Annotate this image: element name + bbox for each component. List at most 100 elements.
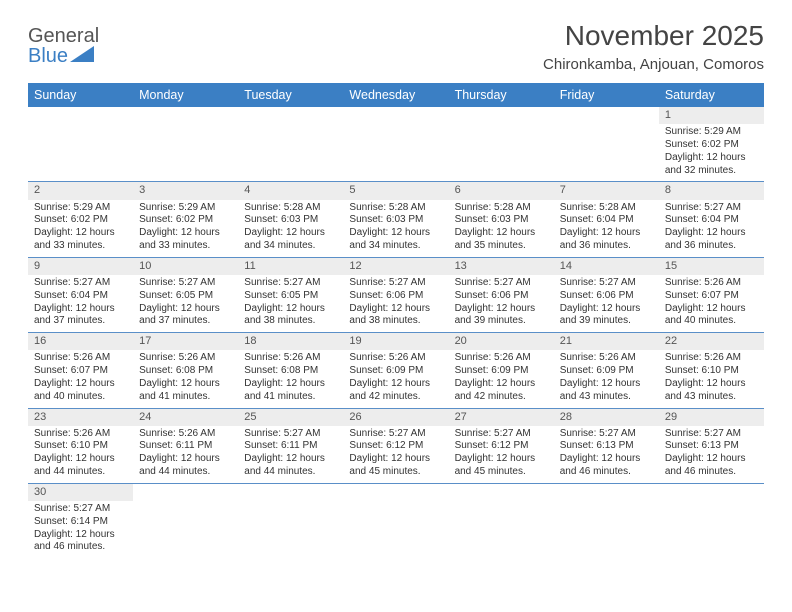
sunrise-line: Sunrise: 5:26 AM [34, 428, 127, 441]
calendar-cell [554, 483, 659, 558]
calendar-cell [28, 107, 133, 182]
calendar-cell: 1Sunrise: 5:29 AMSunset: 6:02 PMDaylight… [659, 107, 764, 182]
brand-name: General Blue [28, 26, 99, 66]
day-number: 28 [554, 409, 659, 426]
day-number: 26 [343, 409, 448, 426]
sunset-line: Sunset: 6:05 PM [139, 290, 232, 303]
sunset-line: Sunset: 6:12 PM [349, 440, 442, 453]
calendar-cell: 5Sunrise: 5:28 AMSunset: 6:03 PMDaylight… [343, 182, 448, 257]
day-details: Sunrise: 5:27 AMSunset: 6:06 PMDaylight:… [449, 275, 554, 332]
day-number: 2 [28, 182, 133, 199]
sunset-line: Sunset: 6:02 PM [665, 139, 758, 152]
sunrise-line: Sunrise: 5:26 AM [349, 352, 442, 365]
daylight-line: Daylight: 12 hours and 39 minutes. [455, 303, 548, 329]
sunset-line: Sunset: 6:10 PM [34, 440, 127, 453]
sunrise-line: Sunrise: 5:27 AM [349, 277, 442, 290]
calendar-cell: 20Sunrise: 5:26 AMSunset: 6:09 PMDayligh… [449, 333, 554, 408]
calendar-cell: 25Sunrise: 5:27 AMSunset: 6:11 PMDayligh… [238, 408, 343, 483]
calendar-cell: 29Sunrise: 5:27 AMSunset: 6:13 PMDayligh… [659, 408, 764, 483]
day-details: Sunrise: 5:27 AMSunset: 6:04 PMDaylight:… [28, 275, 133, 332]
sunrise-line: Sunrise: 5:27 AM [455, 277, 548, 290]
brand-name-part2: Blue [28, 46, 68, 66]
calendar-cell: 17Sunrise: 5:26 AMSunset: 6:08 PMDayligh… [133, 333, 238, 408]
calendar-cell: 8Sunrise: 5:27 AMSunset: 6:04 PMDaylight… [659, 182, 764, 257]
calendar-row: 23Sunrise: 5:26 AMSunset: 6:10 PMDayligh… [28, 408, 764, 483]
daylight-line: Daylight: 12 hours and 41 minutes. [244, 378, 337, 404]
sunset-line: Sunset: 6:13 PM [665, 440, 758, 453]
daylight-line: Daylight: 12 hours and 40 minutes. [34, 378, 127, 404]
sunrise-line: Sunrise: 5:27 AM [665, 202, 758, 215]
day-number: 22 [659, 333, 764, 350]
day-details: Sunrise: 5:27 AMSunset: 6:12 PMDaylight:… [449, 426, 554, 483]
sunset-line: Sunset: 6:11 PM [139, 440, 232, 453]
header: General Blue November 2025 Chironkamba, … [28, 20, 764, 73]
daylight-line: Daylight: 12 hours and 35 minutes. [455, 227, 548, 253]
daylight-line: Daylight: 12 hours and 44 minutes. [244, 453, 337, 479]
sunrise-line: Sunrise: 5:27 AM [34, 277, 127, 290]
sunset-line: Sunset: 6:11 PM [244, 440, 337, 453]
day-number: 8 [659, 182, 764, 199]
day-number: 24 [133, 409, 238, 426]
daylight-line: Daylight: 12 hours and 46 minutes. [34, 529, 127, 555]
sunrise-line: Sunrise: 5:26 AM [244, 352, 337, 365]
calendar-table: SundayMondayTuesdayWednesdayThursdayFrid… [28, 83, 764, 558]
day-number: 13 [449, 258, 554, 275]
day-number: 19 [343, 333, 448, 350]
day-number: 10 [133, 258, 238, 275]
calendar-cell [343, 107, 448, 182]
day-number: 4 [238, 182, 343, 199]
sunrise-line: Sunrise: 5:27 AM [665, 428, 758, 441]
weekday-header: Thursday [449, 83, 554, 107]
calendar-cell [238, 107, 343, 182]
day-details: Sunrise: 5:26 AMSunset: 6:10 PMDaylight:… [28, 426, 133, 483]
daylight-line: Daylight: 12 hours and 42 minutes. [455, 378, 548, 404]
day-number: 23 [28, 409, 133, 426]
day-details: Sunrise: 5:26 AMSunset: 6:09 PMDaylight:… [449, 350, 554, 407]
calendar-cell: 12Sunrise: 5:27 AMSunset: 6:06 PMDayligh… [343, 257, 448, 332]
daylight-line: Daylight: 12 hours and 32 minutes. [665, 152, 758, 178]
calendar-cell: 22Sunrise: 5:26 AMSunset: 6:10 PMDayligh… [659, 333, 764, 408]
sunrise-line: Sunrise: 5:26 AM [665, 352, 758, 365]
day-number: 30 [28, 484, 133, 501]
day-details: Sunrise: 5:27 AMSunset: 6:06 PMDaylight:… [554, 275, 659, 332]
day-number: 20 [449, 333, 554, 350]
day-number: 6 [449, 182, 554, 199]
daylight-line: Daylight: 12 hours and 45 minutes. [349, 453, 442, 479]
weekday-header: Sunday [28, 83, 133, 107]
calendar-cell: 26Sunrise: 5:27 AMSunset: 6:12 PMDayligh… [343, 408, 448, 483]
calendar-cell: 6Sunrise: 5:28 AMSunset: 6:03 PMDaylight… [449, 182, 554, 257]
brand-name-part1: General [28, 25, 99, 47]
sunset-line: Sunset: 6:04 PM [665, 214, 758, 227]
sunset-line: Sunset: 6:09 PM [349, 365, 442, 378]
day-details: Sunrise: 5:26 AMSunset: 6:09 PMDaylight:… [554, 350, 659, 407]
day-details: Sunrise: 5:26 AMSunset: 6:10 PMDaylight:… [659, 350, 764, 407]
daylight-line: Daylight: 12 hours and 36 minutes. [560, 227, 653, 253]
day-number: 5 [343, 182, 448, 199]
day-details: Sunrise: 5:27 AMSunset: 6:06 PMDaylight:… [343, 275, 448, 332]
day-details: Sunrise: 5:28 AMSunset: 6:03 PMDaylight:… [449, 200, 554, 257]
sunset-line: Sunset: 6:02 PM [34, 214, 127, 227]
calendar-cell: 19Sunrise: 5:26 AMSunset: 6:09 PMDayligh… [343, 333, 448, 408]
calendar-cell: 18Sunrise: 5:26 AMSunset: 6:08 PMDayligh… [238, 333, 343, 408]
sunrise-line: Sunrise: 5:29 AM [139, 202, 232, 215]
daylight-line: Daylight: 12 hours and 41 minutes. [139, 378, 232, 404]
sunrise-line: Sunrise: 5:26 AM [139, 428, 232, 441]
brand-logo: General Blue [28, 26, 99, 66]
calendar-cell: 28Sunrise: 5:27 AMSunset: 6:13 PMDayligh… [554, 408, 659, 483]
calendar-cell: 4Sunrise: 5:28 AMSunset: 6:03 PMDaylight… [238, 182, 343, 257]
calendar-cell: 21Sunrise: 5:26 AMSunset: 6:09 PMDayligh… [554, 333, 659, 408]
sunset-line: Sunset: 6:07 PM [665, 290, 758, 303]
calendar-header-row: SundayMondayTuesdayWednesdayThursdayFrid… [28, 83, 764, 107]
sunset-line: Sunset: 6:07 PM [34, 365, 127, 378]
sunrise-line: Sunrise: 5:28 AM [455, 202, 548, 215]
daylight-line: Daylight: 12 hours and 33 minutes. [34, 227, 127, 253]
day-details: Sunrise: 5:27 AMSunset: 6:12 PMDaylight:… [343, 426, 448, 483]
day-details: Sunrise: 5:27 AMSunset: 6:13 PMDaylight:… [659, 426, 764, 483]
sunset-line: Sunset: 6:02 PM [139, 214, 232, 227]
daylight-line: Daylight: 12 hours and 37 minutes. [139, 303, 232, 329]
daylight-line: Daylight: 12 hours and 45 minutes. [455, 453, 548, 479]
sunrise-line: Sunrise: 5:27 AM [560, 277, 653, 290]
sunset-line: Sunset: 6:13 PM [560, 440, 653, 453]
day-number: 11 [238, 258, 343, 275]
day-number: 7 [554, 182, 659, 199]
